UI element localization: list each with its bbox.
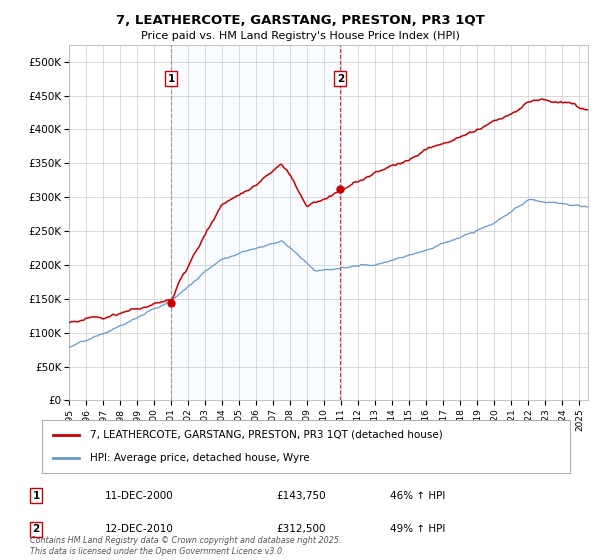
Text: HPI: Average price, detached house, Wyre: HPI: Average price, detached house, Wyre [89, 453, 309, 463]
Text: 2: 2 [32, 524, 40, 534]
Bar [171, 45, 340, 400]
Text: 7, LEATHERCOTE, GARSTANG, PRESTON, PR3 1QT: 7, LEATHERCOTE, GARSTANG, PRESTON, PR3 1… [116, 14, 484, 27]
Text: 7, LEATHERCOTE, GARSTANG, PRESTON, PR3 1QT (detached house): 7, LEATHERCOTE, GARSTANG, PRESTON, PR3 1… [89, 430, 442, 440]
Text: 49% ↑ HPI: 49% ↑ HPI [390, 524, 445, 534]
Text: 12-DEC-2010: 12-DEC-2010 [105, 524, 174, 534]
Text: Price paid vs. HM Land Registry's House Price Index (HPI): Price paid vs. HM Land Registry's House … [140, 31, 460, 41]
Text: Contains HM Land Registry data © Crown copyright and database right 2025.
This d: Contains HM Land Registry data © Crown c… [30, 536, 341, 556]
Text: 2: 2 [337, 74, 344, 83]
Text: 46% ↑ HPI: 46% ↑ HPI [390, 491, 445, 501]
Text: 11-DEC-2000: 11-DEC-2000 [105, 491, 174, 501]
Text: £312,500: £312,500 [276, 524, 325, 534]
Text: 1: 1 [32, 491, 40, 501]
Text: £143,750: £143,750 [276, 491, 326, 501]
Text: 1: 1 [167, 74, 175, 83]
